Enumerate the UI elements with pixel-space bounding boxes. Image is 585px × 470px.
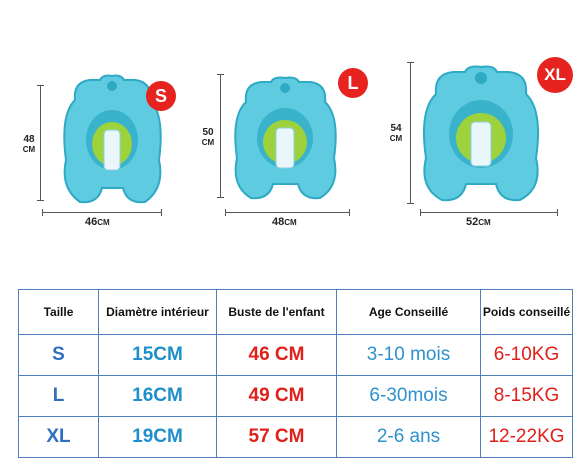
table-row: XL 19CM 57 CM 2-6 ans 12-22KG [18,416,573,458]
cell-taille: S [18,334,99,376]
product-image-s [55,70,170,210]
header-buste: Buste de l'enfant [216,289,337,335]
cell-age: 3-10 mois [336,334,481,376]
cell-taille: L [18,375,99,417]
width-dimension-line [225,212,350,213]
width-dimension-line [420,212,558,213]
table-row: S 15CM 46 CM 3-10 mois 6-10KG [18,334,573,376]
cell-buste: 57 CM [216,416,337,458]
height-label: 48 CM [22,134,36,155]
header-diametre: Diamètre intérieur [98,289,217,335]
width-label: 52CM [466,216,491,228]
cell-diametre: 16CM [98,375,217,417]
height-dimension-line [220,74,221,198]
table-header-row: Taille Diamètre intérieur Buste de l'enf… [18,289,573,335]
cell-taille: XL [18,416,99,458]
size-badge: XL [537,57,573,93]
product-image-xl [416,62,546,208]
cell-diametre: 19CM [98,416,217,458]
header-poids: Poids conseillé [480,289,573,335]
width-label: 48CM [272,216,297,228]
header-taille: Taille [18,289,99,335]
height-label: 54 CM [389,123,403,144]
cell-poids: 8-15KG [480,375,573,417]
table-row: L 16CM 49 CM 6-30mois 8-15KG [18,375,573,417]
cell-diametre: 15CM [98,334,217,376]
cell-buste: 46 CM [216,334,337,376]
size-badge: L [338,68,368,98]
swim-float-icon [423,65,539,202]
cell-age: 2-6 ans [336,416,481,458]
height-dimension-line [410,62,411,204]
cell-buste: 49 CM [216,375,337,417]
swim-float-icon [234,76,337,200]
width-label: 46CM [85,216,110,228]
swim-float-icon [63,74,162,204]
size-badge: S [146,81,176,111]
cell-poids: 6-10KG [480,334,573,376]
cell-age: 6-30mois [336,375,481,417]
height-dimension-line [40,85,41,201]
cell-poids: 12-22KG [480,416,573,458]
height-label: 50 CM [201,127,215,148]
width-dimension-line [42,212,162,213]
header-age: Age Conseillé [336,289,481,335]
size-chart-table: Taille Diamètre intérieur Buste de l'enf… [18,289,573,458]
product-image-l [228,74,343,204]
